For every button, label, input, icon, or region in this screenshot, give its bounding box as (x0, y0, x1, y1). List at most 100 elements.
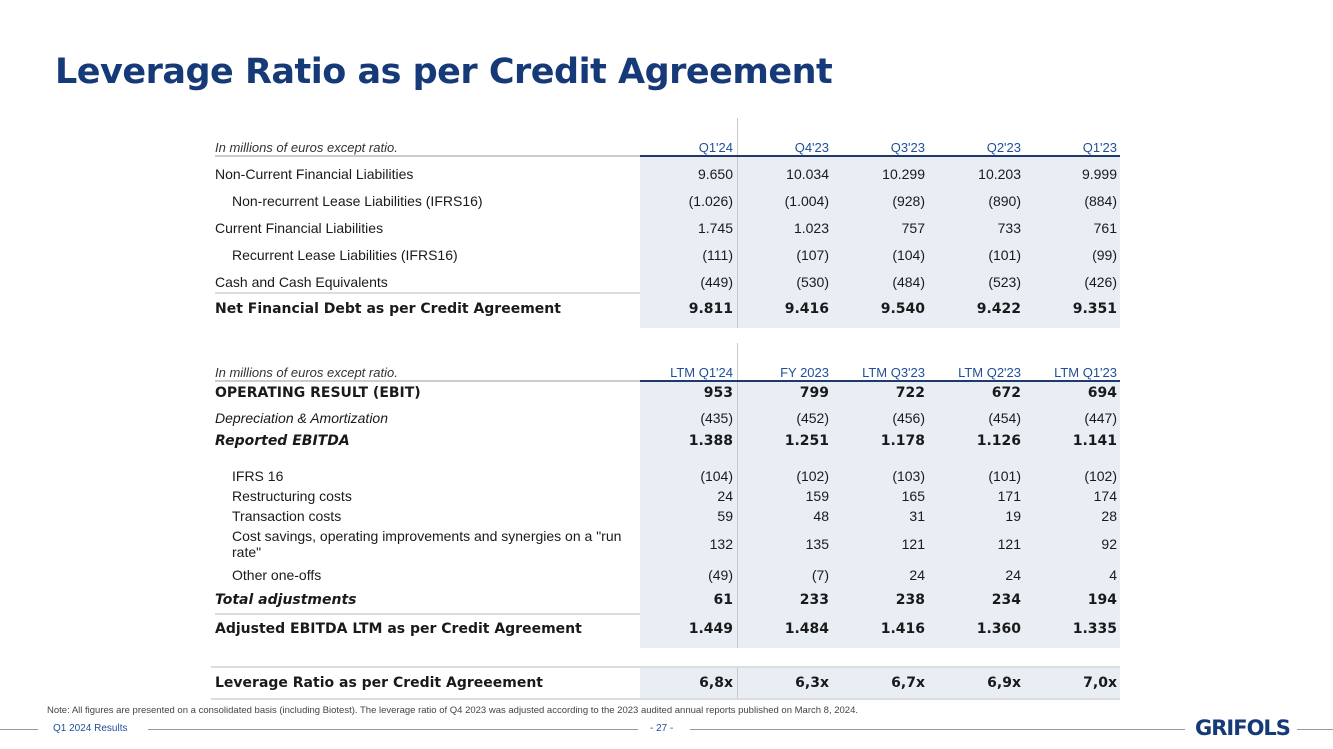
table-row: Non-Current Financial Liabilities 9.650 10… (215, 162, 1120, 186)
cell-value: 1.360 (976, 621, 1021, 637)
cell-value: 132 (709, 536, 733, 552)
row-label: Net Financial Debt as per Credit Agreeme… (215, 301, 561, 317)
cell-value: 1.251 (784, 433, 829, 449)
leverage-value: 7,0x (1083, 675, 1117, 691)
cell-value: 135 (805, 536, 829, 552)
page-title: Leverage Ratio as per Credit Agreement (55, 52, 833, 92)
cell-value: (484) (892, 274, 925, 290)
cell-value: 1.126 (976, 433, 1021, 449)
cell-value: (426) (1084, 274, 1117, 290)
cell-value: 48 (813, 508, 829, 524)
cell-value: 9.811 (688, 301, 733, 317)
net-debt-table: In millions of euros except ratio. Q1'24 Q… (215, 118, 1120, 328)
leverage-value: 6,7x (891, 675, 925, 691)
page-number: - 27 - (650, 723, 674, 734)
table-row: Reported EBITDA 1.388 1.251 1.178 1.126 1.141 (215, 429, 1120, 453)
header-row: In millions of euros except ratio. LTM Q1… (215, 363, 1120, 381)
cell-value: 24 (909, 567, 925, 583)
row-label: Adjusted EBITDA LTM as per Credit Agreem… (215, 621, 582, 637)
cell-value: 24 (717, 488, 733, 504)
cell-value: 1.023 (793, 220, 829, 236)
cell-value: 174 (1093, 488, 1117, 504)
cell-value: (1.004) (784, 193, 829, 209)
cell-value: 10.299 (882, 166, 925, 182)
cell-value: 9.351 (1072, 301, 1117, 317)
row-label: Transaction costs (232, 508, 342, 524)
table-caption: In millions of euros except ratio. (215, 139, 398, 155)
cell-value: (530) (796, 274, 829, 290)
cell-value: 19 (1005, 508, 1021, 524)
row-label: OPERATING RESULT (EBIT) (215, 385, 421, 401)
cell-value: 761 (1093, 220, 1117, 236)
cell-value: (101) (988, 468, 1021, 484)
header-row: In millions of euros except ratio. Q1'24 Q… (215, 138, 1120, 156)
cell-value: 165 (901, 488, 925, 504)
cell-value: 672 (991, 385, 1021, 401)
cell-value: 238 (895, 592, 925, 608)
cell-value: 121 (901, 536, 925, 552)
cell-value: (884) (1084, 193, 1117, 209)
cell-value: 233 (799, 592, 829, 608)
cell-value: 194 (1087, 592, 1117, 608)
row-label: Recurrent Lease Liabilities (IFRS16) (232, 247, 458, 263)
table-row: Recurrent Lease Liabilities (IFRS16) (111… (215, 243, 1120, 267)
cell-value: (104) (700, 468, 733, 484)
cell-value: 9.650 (697, 166, 733, 182)
cell-value: 1.484 (784, 621, 829, 637)
cell-value: 10.203 (978, 166, 1021, 182)
column-header: Q4'23 (794, 139, 829, 155)
row-label: Current Financial Liabilities (215, 220, 384, 236)
cell-value: 799 (799, 385, 829, 401)
cell-value: 28 (1101, 508, 1117, 524)
table-row: Transaction costs 59 48 31 19 28 (215, 507, 1120, 525)
cell-value: 9.416 (784, 301, 829, 317)
cell-value: 31 (909, 508, 925, 524)
table-row: Adjusted EBITDA LTM as per Credit Agreem… (215, 615, 1120, 643)
cell-value: (449) (700, 274, 733, 290)
row-label: Depreciation & Amortization (215, 410, 389, 426)
cell-value: 24 (1005, 567, 1021, 583)
cell-value: (435) (700, 410, 733, 426)
table-row: Restructuring costs 24 159 165 171 174 (215, 487, 1120, 505)
leverage-value: 6,3x (795, 675, 829, 691)
cell-value: 1.745 (697, 220, 733, 236)
cell-value: 953 (703, 385, 733, 401)
cell-value: (456) (892, 410, 925, 426)
cell-value: (447) (1084, 410, 1117, 426)
column-header: LTM Q1'24 (670, 364, 733, 380)
table-row: OPERATING RESULT (EBIT) 953 799 722 672 694 (215, 382, 1120, 404)
cell-value: 722 (895, 385, 925, 401)
cell-value: 61 (713, 592, 733, 608)
table-row: Net Financial Debt as per Credit Agreeme… (215, 295, 1120, 323)
cell-value: (454) (988, 410, 1021, 426)
table-row: IFRS 16 (104) (102) (103) (101) (102) (215, 467, 1120, 485)
grifols-logo: GRIFOLS (1195, 716, 1291, 740)
row-label: IFRS 16 (232, 468, 284, 484)
table-row: Other one-offs (49) (7) 24 24 4 (215, 566, 1120, 584)
row-label: Non-Current Financial Liabilities (215, 166, 414, 182)
table-row: Cost savings, operating improvements and… (215, 525, 1120, 563)
footer-left: Q1 2024 Results (53, 723, 128, 734)
cell-value: (111) (702, 247, 733, 263)
column-header: LTM Q3'23 (862, 364, 925, 380)
column-header: FY 2023 (780, 364, 829, 380)
cell-value: 1.178 (880, 433, 925, 449)
cell-value: 159 (805, 488, 829, 504)
leverage-label: Leverage Ratio as per Credit Agreeement (215, 675, 543, 691)
cell-value: 9.540 (880, 301, 925, 317)
table-caption: In millions of euros except ratio. (215, 364, 398, 380)
leverage-value: 6,8x (699, 675, 733, 691)
cell-value: (104) (892, 247, 925, 263)
column-header: Q2'23 (986, 139, 1021, 155)
cell-value: 1.416 (880, 621, 925, 637)
leverage-value: 6,9x (987, 675, 1021, 691)
cell-value: (49) (708, 567, 733, 583)
cell-value: 1.141 (1072, 433, 1117, 449)
row-label: Reported EBITDA (215, 433, 350, 449)
cell-value: (890) (988, 193, 1021, 209)
cell-value: 1.335 (1072, 621, 1117, 637)
leverage-ratio-row: Leverage Ratio as per Credit Agreeement … (211, 666, 1120, 700)
cell-value: 121 (997, 536, 1021, 552)
row-label: Non-recurrent Lease Liabilities (IFRS16) (232, 193, 483, 209)
column-header: Q1'24 (698, 139, 733, 155)
